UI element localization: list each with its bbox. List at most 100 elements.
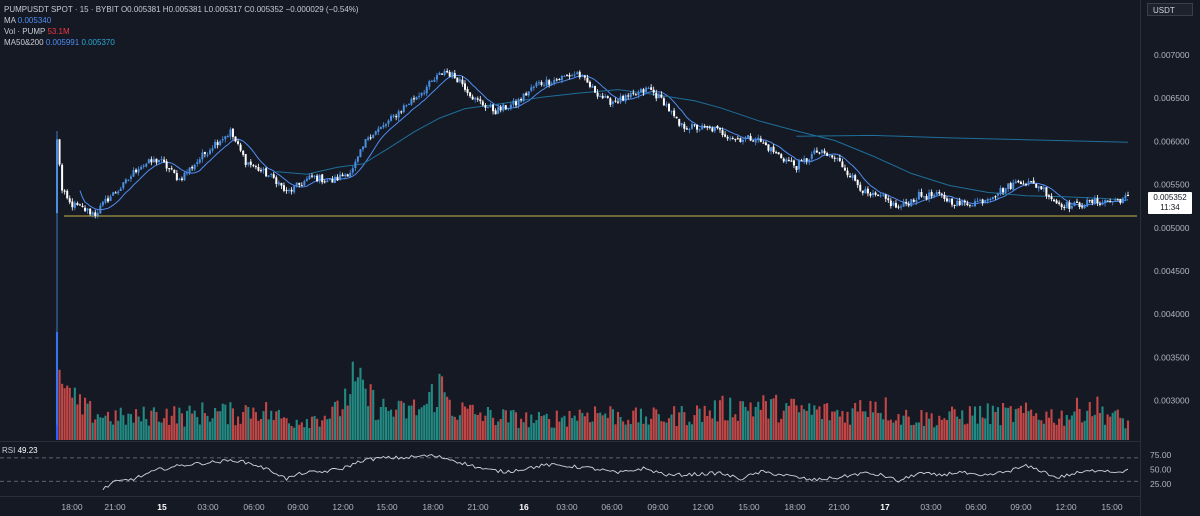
candle-body bbox=[974, 201, 976, 207]
candle-body bbox=[132, 170, 135, 177]
volume-bar bbox=[1014, 409, 1017, 440]
volume-bar bbox=[137, 416, 140, 440]
legend-ma50200-row[interactable]: MA50&200 0.005991 0.005370 bbox=[4, 37, 359, 48]
volume-bar bbox=[1078, 408, 1081, 440]
volume-bar bbox=[609, 406, 612, 440]
volume-bar bbox=[372, 389, 375, 440]
legend-symbol-row[interactable]: PUMPUSDT SPOT · 15 · BYBIT O0.005381 H0.… bbox=[4, 4, 359, 15]
candle-body bbox=[578, 71, 581, 78]
volume-bar bbox=[726, 420, 729, 440]
volume-bar bbox=[91, 422, 94, 440]
volume-bar bbox=[996, 407, 999, 440]
candle-body bbox=[206, 154, 209, 156]
candle-body bbox=[295, 182, 298, 186]
volume-bar bbox=[428, 392, 431, 440]
candle-body bbox=[617, 101, 619, 103]
candle-body bbox=[1096, 198, 1099, 204]
candle-body bbox=[86, 208, 89, 211]
volume-bar bbox=[474, 414, 477, 440]
volume-bar bbox=[280, 418, 283, 440]
candle-body bbox=[384, 124, 387, 126]
candle-body bbox=[405, 105, 408, 107]
volume-bar bbox=[318, 426, 321, 440]
candle-body bbox=[94, 212, 97, 217]
volume-bar bbox=[744, 406, 747, 440]
volume-bar bbox=[1083, 420, 1086, 440]
ohlc-open: 0.005381 bbox=[127, 5, 161, 14]
candle-body bbox=[499, 107, 502, 111]
volume-bar bbox=[387, 411, 390, 440]
volume-bar bbox=[226, 424, 229, 440]
volume-bar bbox=[1037, 419, 1040, 440]
volume-bar bbox=[1068, 419, 1071, 440]
rsi-legend[interactable]: RSI 49.23 bbox=[2, 446, 38, 455]
candle-body bbox=[512, 100, 515, 105]
volume-bar bbox=[272, 419, 275, 440]
volume-bar bbox=[1091, 416, 1094, 440]
candle-body bbox=[1032, 180, 1035, 184]
volume-bar bbox=[1004, 407, 1007, 440]
candle-body bbox=[382, 125, 385, 128]
volume-bar bbox=[739, 401, 742, 440]
candle-body bbox=[1009, 183, 1012, 189]
candle-body bbox=[321, 174, 324, 183]
volume-bar bbox=[441, 376, 444, 440]
candle-body bbox=[1007, 183, 1010, 189]
candle-body bbox=[930, 191, 933, 197]
candle-body bbox=[943, 194, 946, 199]
candle-body bbox=[560, 76, 563, 81]
volume-bar bbox=[1040, 420, 1043, 440]
volume-bar bbox=[1114, 410, 1117, 440]
legend-ma-row[interactable]: MA 0.005340 bbox=[4, 15, 359, 26]
volume-bar bbox=[298, 424, 301, 440]
candle-body bbox=[999, 187, 1002, 195]
currency-unit-button[interactable]: USDT bbox=[1147, 3, 1193, 16]
volume-bar bbox=[792, 398, 795, 440]
volume-bar bbox=[938, 415, 941, 440]
volume-bar bbox=[586, 412, 589, 440]
volume-bar bbox=[517, 427, 520, 440]
candle-body bbox=[71, 201, 74, 208]
candle-body bbox=[354, 161, 357, 169]
volume-bar bbox=[869, 400, 872, 440]
candle-body bbox=[173, 169, 176, 173]
volume-bar bbox=[453, 416, 456, 440]
candle-body bbox=[216, 142, 219, 146]
candle-body bbox=[652, 89, 655, 93]
volume-bar bbox=[1019, 405, 1022, 440]
volume-bar bbox=[160, 422, 163, 440]
time-tick-label: 12:00 bbox=[692, 502, 714, 512]
candle-body bbox=[826, 153, 829, 156]
candle-body bbox=[856, 179, 859, 186]
volume-bar bbox=[912, 424, 915, 440]
candle-body bbox=[1063, 206, 1066, 209]
candle-body bbox=[188, 167, 191, 173]
volume-bar bbox=[145, 419, 148, 440]
candle-body bbox=[905, 202, 908, 204]
candle-body bbox=[1111, 201, 1114, 203]
volume-bar bbox=[1042, 423, 1045, 440]
legend-vol-row[interactable]: Vol · PUMP 53.1M bbox=[4, 26, 359, 37]
volume-bar bbox=[81, 414, 84, 440]
candle-body bbox=[1081, 206, 1084, 208]
candle-body bbox=[418, 95, 421, 97]
candle-body bbox=[994, 196, 997, 198]
candle-body bbox=[673, 110, 676, 116]
volume-bar bbox=[512, 409, 515, 440]
candle-body bbox=[1037, 186, 1040, 189]
time-axis[interactable]: 18:00 21:00 15 03:00 06:00 09:00 12:00 15:00 18:… bbox=[61, 502, 1123, 512]
price-axis[interactable]: 0.007000 0.006500 0.006000 0.005500 0.005000… bbox=[1154, 50, 1190, 406]
rsi-axis[interactable]: 75.00 50.00 25.00 bbox=[1150, 450, 1172, 489]
candle-body bbox=[186, 172, 189, 174]
volume-bar bbox=[63, 388, 66, 440]
candle-body bbox=[900, 206, 903, 208]
volume-bar bbox=[196, 417, 199, 440]
candle-body bbox=[1078, 202, 1081, 207]
candle-body bbox=[147, 159, 150, 164]
candle-body bbox=[127, 179, 130, 181]
volume-bar bbox=[859, 400, 862, 440]
candle-body bbox=[749, 135, 752, 141]
candle-body bbox=[777, 152, 780, 155]
candle-body bbox=[515, 101, 517, 106]
